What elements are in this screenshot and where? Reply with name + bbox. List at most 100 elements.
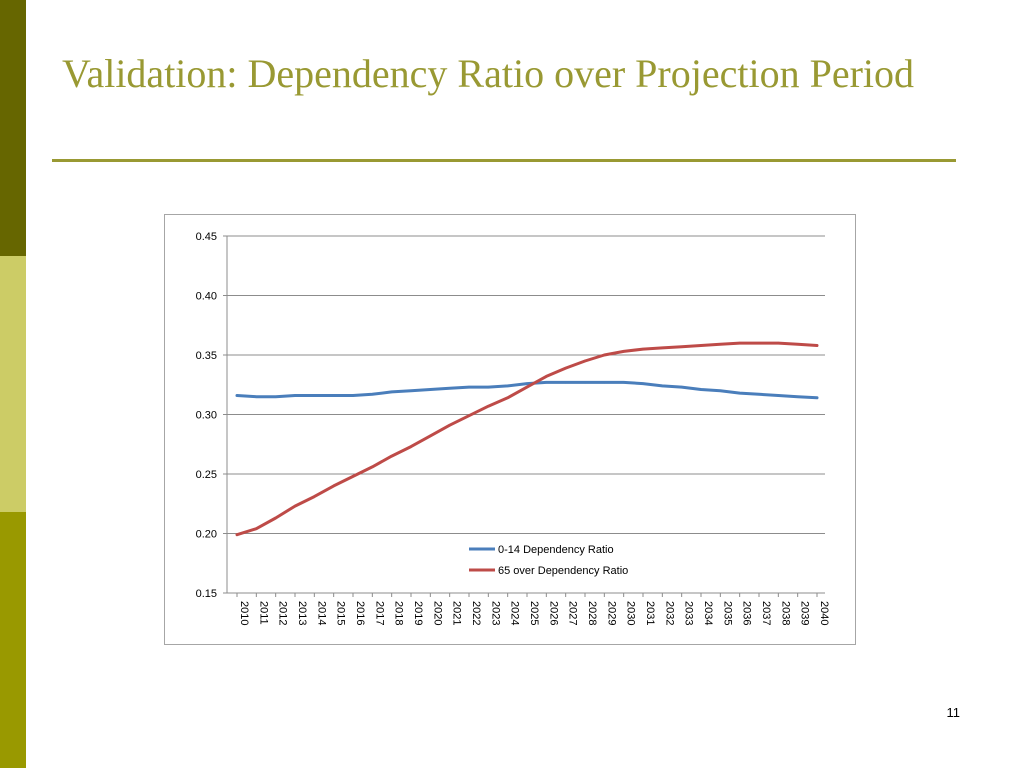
series-line-2	[235, 341, 819, 537]
data-point	[274, 395, 277, 398]
data-point	[777, 394, 780, 397]
data-point	[487, 385, 490, 389]
data-point	[429, 388, 432, 391]
data-point	[661, 346, 664, 350]
data-point	[622, 381, 625, 384]
x-tick-label: 2014	[315, 601, 327, 625]
data-point	[564, 381, 567, 384]
data-point	[467, 414, 471, 417]
data-point	[313, 495, 316, 498]
x-tick-label: 2040	[818, 601, 830, 625]
legend-label-2: 65 over Dependency Ratio	[498, 565, 628, 577]
x-tick-label: 2032	[663, 601, 675, 625]
data-point	[815, 396, 819, 400]
data-point	[409, 389, 413, 392]
data-point	[622, 350, 625, 353]
data-point	[313, 394, 316, 397]
slide-title: Validation: Dependency Ratio over Projec…	[62, 51, 915, 96]
data-point	[467, 385, 471, 389]
data-point	[777, 341, 780, 345]
x-tick-label: 2025	[528, 601, 540, 625]
data-point	[255, 527, 258, 530]
data-point	[448, 424, 451, 427]
data-point	[487, 404, 490, 408]
data-point	[719, 389, 722, 392]
data-point	[583, 359, 587, 363]
data-point	[429, 434, 432, 438]
data-point	[699, 388, 703, 391]
data-point	[506, 384, 509, 388]
y-tick-label: 0.45	[196, 231, 217, 243]
data-point	[235, 533, 239, 536]
x-tick-label: 2029	[605, 601, 617, 625]
chart-frame: 0.45 0.40 0.35 0.30 0.25 0.20 0.15 2010 2011 2012…	[164, 214, 856, 645]
data-point	[293, 394, 297, 397]
title-underline	[52, 159, 956, 162]
data-point	[641, 347, 645, 351]
data-point	[371, 465, 374, 469]
x-tick-label: 2033	[683, 601, 695, 625]
data-point	[390, 390, 393, 394]
data-point	[525, 382, 529, 385]
data-point	[235, 394, 239, 397]
data-point	[796, 395, 799, 398]
x-tick-label: 2036	[741, 601, 753, 625]
data-point	[661, 384, 664, 388]
page-number: 11	[946, 705, 961, 720]
x-tick-label: 2016	[354, 601, 366, 625]
x-tick-label: 2026	[547, 601, 559, 625]
data-point	[255, 395, 258, 398]
data-point	[564, 366, 567, 370]
data-point	[506, 396, 509, 400]
x-tick-label: 2020	[431, 601, 443, 625]
data-point	[351, 475, 355, 478]
data-point	[680, 345, 683, 348]
data-point	[738, 341, 741, 345]
data-point	[719, 343, 722, 346]
data-point	[293, 504, 297, 508]
y-tick-label: 0.35	[196, 350, 217, 362]
sidebar-light-segment	[0, 256, 26, 512]
y-tick-label: 0.25	[196, 469, 217, 481]
x-tick-label: 2039	[799, 601, 811, 625]
line-chart: 0.45 0.40 0.35 0.30 0.25 0.20 0.15 2010 2011 2012…	[196, 231, 830, 625]
data-point	[525, 385, 529, 389]
data-point	[603, 353, 606, 357]
legend-label-1: 0-14 Dependency Ratio	[498, 544, 614, 556]
x-tick-label: 2013	[296, 601, 308, 625]
data-point	[274, 516, 277, 520]
sidebar-dark-segment	[0, 0, 26, 256]
x-tick-label: 2012	[277, 601, 289, 625]
data-point	[545, 375, 548, 378]
data-point	[332, 484, 335, 488]
x-tick-label: 2010	[238, 601, 250, 625]
x-tick-label: 2023	[489, 601, 501, 625]
y-tick-label: 0.30	[196, 410, 217, 422]
data-point	[757, 341, 761, 345]
x-tick-label: 2021	[451, 601, 463, 625]
y-tick-label: 0.20	[196, 529, 217, 541]
data-point	[815, 344, 819, 347]
x-tick-label: 2027	[567, 601, 579, 625]
x-tick-label: 2018	[393, 601, 405, 625]
sidebar-mid-segment	[0, 512, 26, 768]
data-point	[680, 385, 683, 389]
x-tick-label: 2037	[760, 601, 772, 625]
data-point	[545, 381, 548, 384]
x-tick-label: 2028	[586, 601, 598, 625]
x-tick-label: 2022	[470, 601, 482, 625]
data-point	[371, 393, 374, 396]
data-point	[448, 387, 451, 390]
x-tick-label: 2030	[625, 601, 637, 625]
data-point	[641, 382, 645, 385]
data-point	[332, 394, 335, 397]
x-tick-label: 2038	[779, 601, 791, 625]
data-point	[699, 344, 703, 347]
x-tick-label: 2017	[373, 601, 385, 625]
data-point	[583, 381, 587, 384]
data-point	[796, 343, 799, 346]
x-tick-label: 2015	[335, 601, 347, 625]
data-point	[351, 394, 355, 397]
x-tick-label: 2019	[412, 601, 424, 625]
y-tick-label: 0.40	[196, 291, 217, 303]
